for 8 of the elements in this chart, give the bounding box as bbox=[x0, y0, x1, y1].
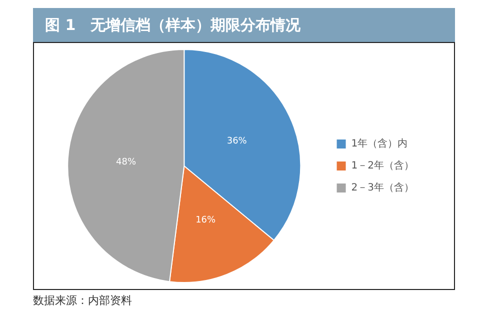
data-label: 48% bbox=[116, 158, 136, 168]
data-label: 36% bbox=[226, 136, 248, 147]
legend-label: 2－3年（含） bbox=[351, 182, 414, 194]
legend-label: 1－2年（含） bbox=[351, 160, 414, 172]
source-note: 数据来源：内部资料 bbox=[33, 293, 133, 308]
legend-label: 1年（含）内 bbox=[351, 138, 408, 150]
data-label: 16% bbox=[196, 216, 216, 226]
chart-title: 图 1 无增信档（样本）期限分布情况 bbox=[33, 8, 455, 42]
